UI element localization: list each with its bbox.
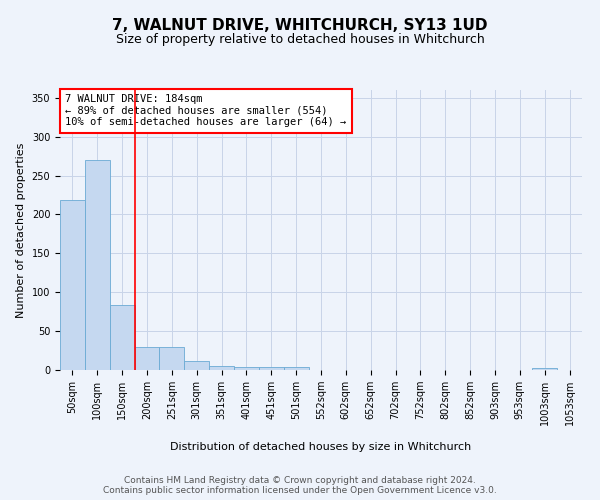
Bar — [284, 367, 308, 370]
Bar — [234, 367, 259, 370]
Bar — [209, 366, 234, 370]
Bar — [259, 367, 284, 370]
Bar — [60, 200, 85, 370]
Bar — [85, 160, 110, 370]
Y-axis label: Number of detached properties: Number of detached properties — [16, 142, 26, 318]
Text: 7, WALNUT DRIVE, WHITCHURCH, SY13 1UD: 7, WALNUT DRIVE, WHITCHURCH, SY13 1UD — [112, 18, 488, 32]
Text: Contains HM Land Registry data © Crown copyright and database right 2024.
Contai: Contains HM Land Registry data © Crown c… — [103, 476, 497, 495]
Bar — [184, 360, 209, 370]
Text: 7 WALNUT DRIVE: 184sqm
← 89% of detached houses are smaller (554)
10% of semi-de: 7 WALNUT DRIVE: 184sqm ← 89% of detached… — [65, 94, 346, 128]
Bar — [532, 368, 557, 370]
Bar — [160, 348, 184, 370]
Bar — [134, 348, 160, 370]
Bar — [110, 304, 134, 370]
Text: Size of property relative to detached houses in Whitchurch: Size of property relative to detached ho… — [116, 32, 484, 46]
Text: Distribution of detached houses by size in Whitchurch: Distribution of detached houses by size … — [170, 442, 472, 452]
